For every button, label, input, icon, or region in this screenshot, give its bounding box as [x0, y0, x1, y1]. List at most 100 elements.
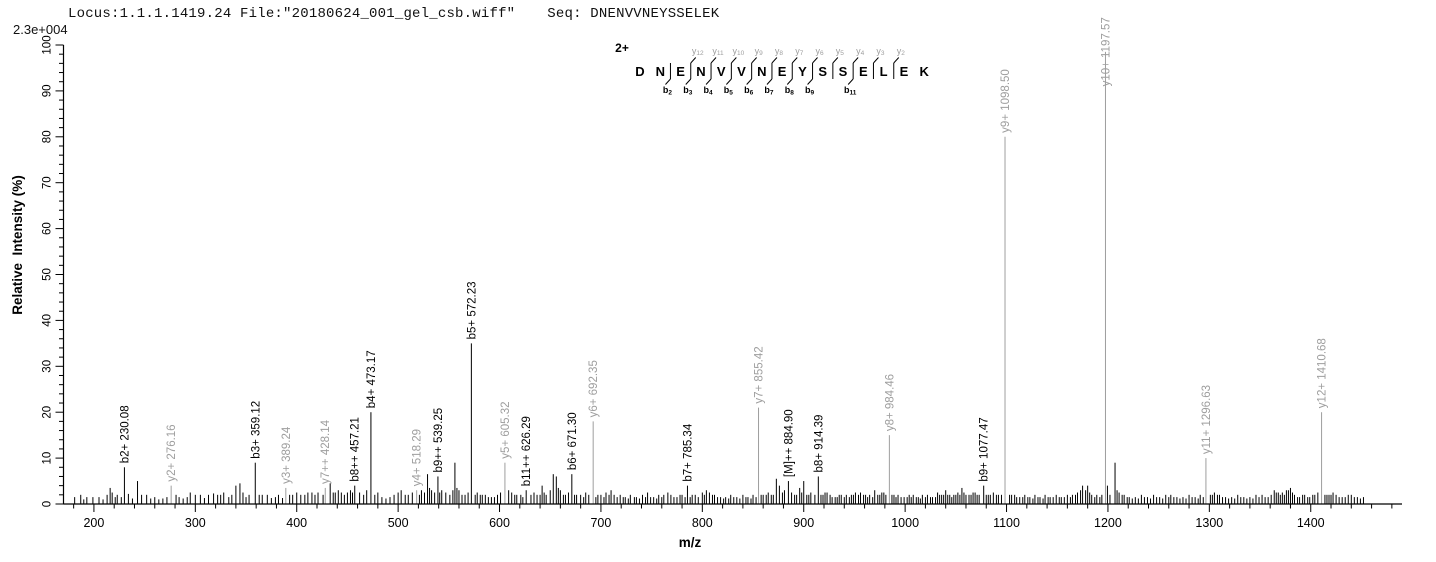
b-cleavage-slash	[746, 78, 753, 85]
peptide-residue: N	[696, 64, 705, 79]
b-ion-label: b11	[844, 85, 857, 97]
fragment-peak-label: y7++ 428.14	[320, 419, 332, 484]
x-tick-label: 1300	[1195, 516, 1223, 530]
fragment-peak-label: b9++ 539.25	[433, 408, 445, 473]
y-ion-label: y3	[876, 46, 885, 57]
fragment-peak-label: y12+ 1410.68	[1317, 338, 1329, 408]
fragment-peak-label: [M]++ 884.90	[783, 409, 795, 477]
fragment-peak-label: b5+ 572.23	[466, 281, 478, 339]
b-cleavage-slash	[705, 78, 712, 85]
b-cleavage-slash	[786, 78, 793, 85]
b-ion-label: b4	[703, 85, 713, 97]
peptide-residue: E	[859, 64, 868, 79]
peptide-residue: L	[880, 64, 888, 79]
y-cleavage-slash	[893, 57, 900, 64]
x-tick-label: 500	[388, 516, 409, 530]
max-intensity-label: 2.3e+004	[13, 22, 68, 37]
y-tick-label: 10	[42, 452, 54, 465]
b-cleavage-slash	[847, 78, 854, 85]
y-tick-label: 60	[42, 222, 54, 235]
b-cleavage-slash	[665, 78, 671, 85]
y-tick-label: 100	[42, 35, 54, 54]
fragment-peak-label: b3+ 359.12	[250, 401, 262, 459]
peptide-residue: E	[900, 64, 909, 79]
x-tick-label: 700	[590, 516, 611, 530]
fragment-peak-label: b6+ 671.30	[567, 412, 579, 470]
locus-file-text: Locus:1.1.1.1419.24 File:"20180624_001_g…	[68, 6, 516, 22]
fragment-peak-label: b8+ 914.39	[813, 415, 825, 473]
y-ion-label: y6	[815, 46, 824, 57]
x-tick-label: 600	[489, 516, 510, 530]
fragment-peak-label: b11++ 626.29	[521, 416, 533, 486]
y-ion-label: y12	[692, 46, 704, 57]
fragment-peak-label: y6+ 692.35	[588, 360, 600, 417]
y-tick-label: 40	[42, 314, 54, 327]
b-ion-label: b5	[724, 85, 734, 97]
y-tick-label: 0	[42, 501, 54, 507]
fragment-peak-label: b4+ 473.17	[366, 350, 378, 408]
x-tick-label: 400	[286, 516, 307, 530]
peptide-residue: E	[676, 64, 685, 79]
peptide-residue: S	[839, 64, 848, 79]
x-tick-label: 1000	[891, 516, 919, 530]
fragment-peak-label: b9+ 1077.47	[979, 417, 991, 481]
x-tick-label: 1200	[1094, 516, 1122, 530]
x-tick-label: 1100	[993, 516, 1020, 530]
y-tick-label: 70	[42, 176, 54, 189]
b-ion-label: b8	[785, 85, 795, 97]
b-ion-label: b9	[805, 85, 815, 97]
b-ion-label: b2	[663, 85, 673, 97]
fragment-peak-label: y3+ 389.24	[281, 426, 293, 484]
b-cleavage-slash	[685, 78, 692, 85]
y-ion-label: y10	[732, 46, 744, 57]
peptide-residue: E	[778, 64, 787, 79]
fragment-peak-label: b7+ 785.34	[682, 423, 694, 481]
b-ion-label: b7	[764, 85, 774, 97]
b-ion-label: b3	[683, 85, 693, 97]
y-cleavage-slash	[852, 57, 859, 64]
fragment-peak-label: y8+ 984.46	[884, 374, 896, 431]
fragment-peak-label: y2+ 276.16	[166, 424, 178, 481]
y-tick-label: 90	[42, 85, 54, 98]
b-cleavage-slash	[766, 78, 773, 85]
sequence-text: Seq: DNENVVNEYSSELEK	[547, 6, 720, 22]
x-tick-label: 200	[83, 516, 104, 530]
y-tick-label: 50	[42, 268, 54, 281]
y-tick-label: 80	[42, 130, 54, 143]
y-ion-label: y2	[897, 46, 906, 57]
y-cleavage-slash	[873, 57, 879, 64]
x-tick-label: 300	[185, 516, 206, 530]
fragment-peak-label: y10+ 1197.57	[1100, 17, 1112, 86]
y-ion-label: y5	[836, 46, 845, 57]
y-axis-title: Relative Intensity (%)	[10, 175, 25, 315]
y-ion-label: y7	[795, 46, 804, 57]
y-cleavage-slash	[710, 57, 717, 64]
fragment-peak-label: y11+ 1296.63	[1201, 385, 1213, 454]
peptide-residue: K	[920, 64, 930, 79]
peptide-residue: V	[717, 64, 726, 79]
y-cleavage-slash	[730, 57, 737, 64]
fragment-peak-label: y7+ 855.42	[754, 346, 766, 403]
b-ion-label: b6	[744, 85, 754, 97]
peptide-residue: S	[818, 64, 827, 79]
precursor-charge-label: 2+	[615, 41, 629, 55]
peptide-residue: N	[656, 64, 665, 79]
y-cleavage-slash	[771, 57, 778, 64]
y-ion-label: y9	[755, 46, 764, 57]
fragment-peak-label: b2+ 230.08	[119, 405, 131, 463]
x-tick-label: 1400	[1297, 516, 1325, 530]
y-cleavage-slash	[751, 57, 758, 64]
y-ion-label: y11	[712, 46, 724, 57]
y-cleavage-slash	[690, 57, 697, 64]
peptide-residue: N	[757, 64, 766, 79]
peptide-residue: Y	[798, 64, 807, 79]
x-axis-title: m/z	[679, 535, 702, 550]
y-cleavage-slash	[791, 57, 798, 64]
peptide-residue: V	[737, 64, 746, 79]
y-ion-label: y8	[775, 46, 784, 57]
fragment-peak-label: y9+ 1098.50	[1000, 69, 1012, 133]
peptide-residue: D	[635, 64, 644, 79]
fragment-peak-label: y5+ 605.32	[500, 401, 512, 458]
